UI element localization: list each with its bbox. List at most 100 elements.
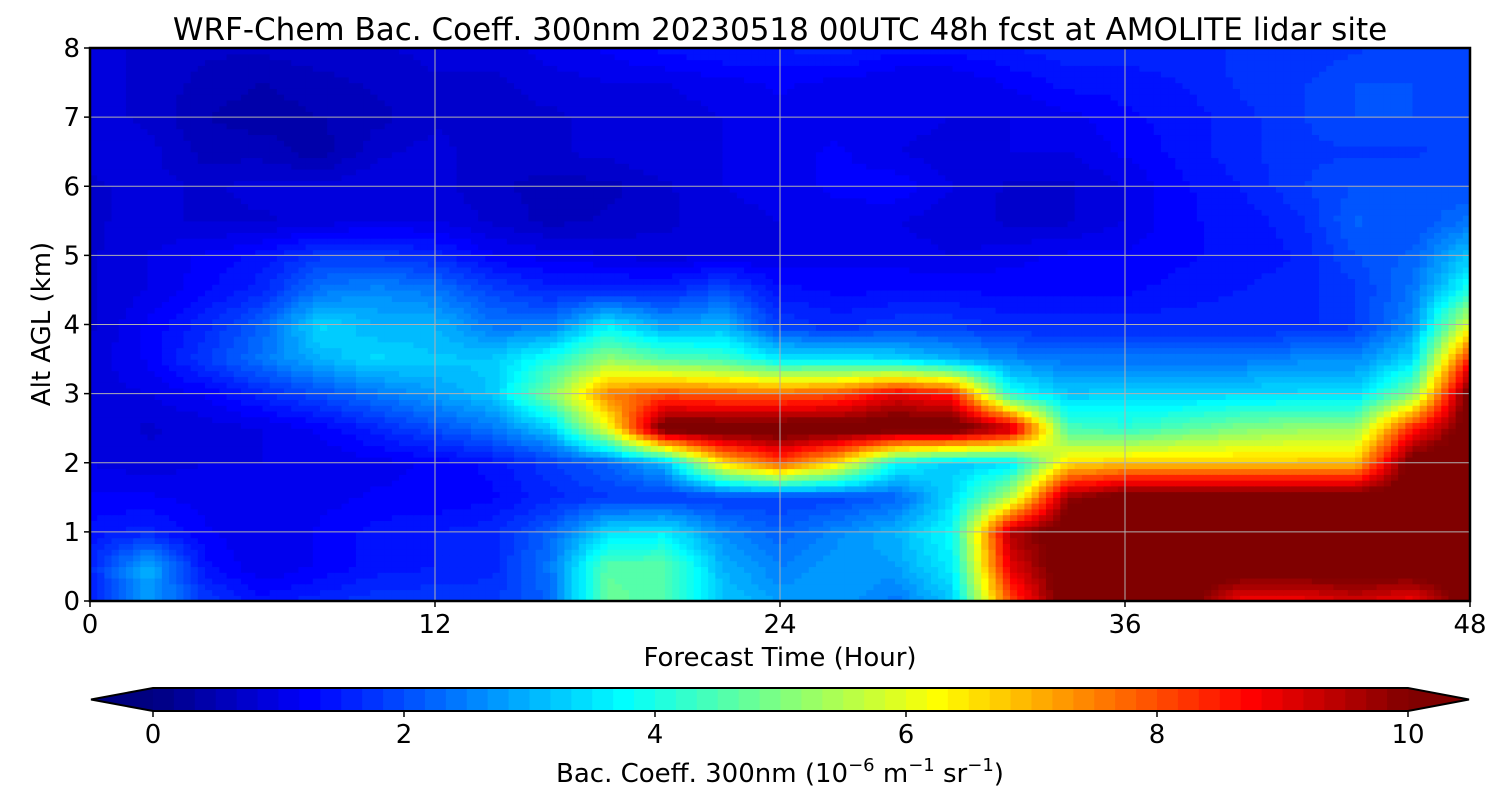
heatmap-cell <box>1081 451 1090 458</box>
heatmap-cell <box>1017 566 1025 573</box>
heatmap-cell <box>226 514 235 521</box>
heatmap-cell <box>815 485 824 493</box>
heatmap-cell <box>1010 549 1018 556</box>
heatmap-cell <box>478 572 486 579</box>
heatmap-cell <box>1053 572 1061 579</box>
heatmap-cell <box>154 456 163 464</box>
heatmap-cell <box>621 485 630 493</box>
heatmap-cell <box>1240 560 1248 568</box>
heatmap-cell <box>808 566 817 573</box>
heatmap-cell <box>492 456 501 464</box>
heatmap-cell <box>1355 462 1363 470</box>
heatmap-cell <box>499 554 508 562</box>
heatmap-cell <box>427 451 436 458</box>
heatmap-cell <box>125 566 134 573</box>
heatmap-cell <box>1441 560 1450 568</box>
heatmap-cell <box>895 589 903 596</box>
heatmap-cell <box>240 589 249 596</box>
heatmap-cell <box>427 468 436 475</box>
heatmap-cell <box>650 462 659 470</box>
heatmap-cell <box>1426 589 1435 596</box>
heatmap-cell <box>427 595 436 601</box>
heatmap-cell <box>794 497 803 504</box>
heatmap-cell <box>1340 549 1349 556</box>
heatmap-cell <box>176 554 185 562</box>
heatmap-cell <box>1002 485 1011 493</box>
heatmap-cell <box>269 589 278 596</box>
heatmap-cell <box>1398 583 1406 591</box>
heatmap-cell <box>1010 572 1018 579</box>
heatmap-cell <box>938 491 946 498</box>
heatmap-cell <box>1225 549 1234 556</box>
heatmap-cell <box>255 497 264 504</box>
heatmap-cell <box>90 485 98 493</box>
heatmap-cell <box>1218 485 1227 493</box>
heatmap-cell <box>1419 514 1428 521</box>
heatmap-cell <box>1369 491 1378 498</box>
heatmap-cell <box>276 595 285 601</box>
heatmap-cell <box>751 485 760 493</box>
heatmap-cell <box>751 531 760 539</box>
heatmap-cell <box>758 503 767 510</box>
heatmap-cell <box>1390 595 1399 601</box>
heatmap-cell <box>693 589 702 596</box>
heatmap-cell <box>514 560 522 568</box>
heatmap-cell <box>995 566 1004 573</box>
heatmap-cell <box>262 491 271 498</box>
heatmap-cell <box>607 589 616 596</box>
heatmap-cell <box>456 480 465 487</box>
heatmap-cell <box>600 508 609 516</box>
heatmap-cell <box>1333 560 1342 568</box>
heatmap-cell <box>607 514 616 521</box>
heatmap-cell <box>255 531 264 539</box>
heatmap-cell <box>715 451 724 458</box>
heatmap-cell <box>708 468 716 475</box>
heatmap-cell <box>1204 572 1212 579</box>
heatmap-cell <box>1268 456 1277 464</box>
heatmap-cell <box>456 537 465 544</box>
heatmap-cell <box>456 503 465 510</box>
heatmap-cell <box>542 474 551 481</box>
heatmap-cell <box>1441 537 1450 544</box>
heatmap-cell <box>104 526 113 533</box>
heatmap-cell <box>751 537 760 544</box>
heatmap-cell <box>1211 456 1220 464</box>
heatmap-cell <box>679 462 688 470</box>
heatmap-cell <box>1462 595 1470 601</box>
heatmap-cell <box>787 451 795 458</box>
heatmap-cell <box>1110 531 1119 539</box>
heatmap-cell <box>729 514 738 521</box>
heatmap-cell <box>1355 531 1363 539</box>
heatmap-cell <box>729 589 738 596</box>
heatmap-cell <box>521 543 530 550</box>
heatmap-cell <box>413 531 422 539</box>
heatmap-cell <box>1067 503 1076 510</box>
heatmap-cell <box>837 554 846 562</box>
heatmap-cell <box>916 451 925 458</box>
heatmap-cell <box>686 503 695 510</box>
heatmap-cell <box>305 514 314 521</box>
heatmap-cell <box>1362 549 1370 556</box>
heatmap-cell <box>140 583 149 591</box>
heatmap-cell <box>916 526 925 533</box>
heatmap-cell <box>995 595 1004 601</box>
heatmap-cell <box>902 537 910 544</box>
heatmap-cell <box>348 468 357 475</box>
heatmap-cell <box>880 560 889 568</box>
heatmap-cell <box>391 451 400 458</box>
heatmap-cell <box>736 480 745 487</box>
heatmap-cell <box>226 508 235 516</box>
heatmap-cell <box>938 503 946 510</box>
heatmap-cell <box>514 572 522 579</box>
heatmap-cell <box>1189 560 1198 568</box>
heatmap-cell <box>399 526 407 533</box>
heatmap-cell <box>1247 491 1255 498</box>
heatmap-cell <box>456 485 465 493</box>
heatmap-cell <box>1211 595 1220 601</box>
heatmap-cell <box>341 456 350 464</box>
heatmap-cell <box>830 451 839 458</box>
heatmap-cell <box>650 566 659 573</box>
heatmap-cell <box>1426 560 1435 568</box>
heatmap-cell <box>1441 572 1450 579</box>
heatmap-cell <box>758 491 767 498</box>
